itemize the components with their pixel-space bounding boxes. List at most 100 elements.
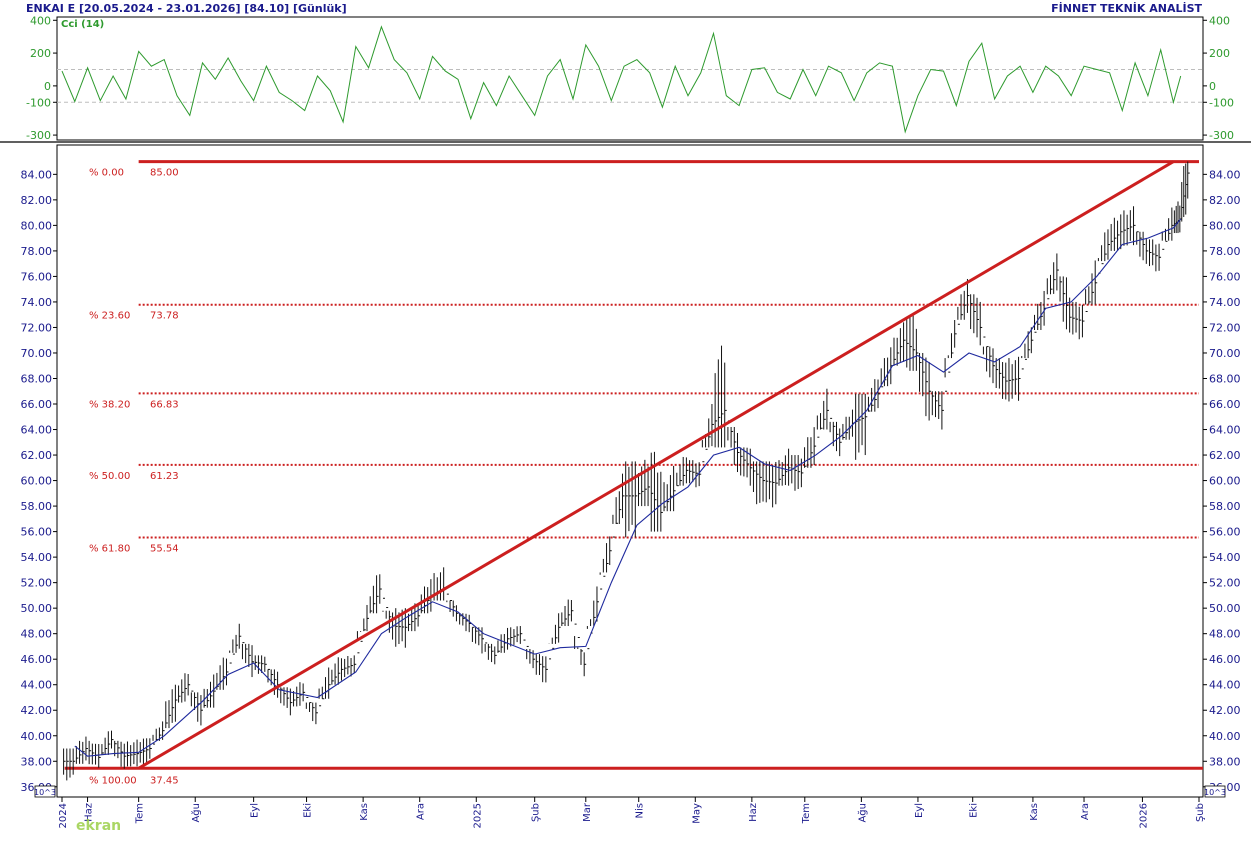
price-tick-label-left: 74.00 <box>21 296 53 309</box>
price-tick-label-left: 56.00 <box>21 526 53 539</box>
fib-level-value: 66.83 <box>150 399 179 410</box>
cci-tick-label-right: 200 <box>1209 47 1230 60</box>
price-tick-label-right: 70.00 <box>1209 347 1241 360</box>
x-axis-month-label: 2024 <box>58 803 69 828</box>
price-tick-label-left: 76.00 <box>21 270 53 283</box>
price-tick-label-right: 48.00 <box>1209 628 1241 641</box>
x-axis-month-label: Ara <box>1080 803 1091 820</box>
fib-level-percent: % 38.20 <box>89 399 130 410</box>
fib-level-percent: % 61.80 <box>89 543 130 554</box>
price-tick-label-left: 42.00 <box>21 704 53 717</box>
price-tick-label-right: 84.00 <box>1209 168 1241 181</box>
x-axis-month-label: Kas <box>359 803 370 821</box>
price-tick-label-right: 64.00 <box>1209 424 1241 437</box>
scale-note-left: 10^3 <box>34 788 56 797</box>
price-tick-label-left: 40.00 <box>21 730 53 743</box>
price-tick-label-left: 50.00 <box>21 602 53 615</box>
price-tick-label-right: 74.00 <box>1209 296 1241 309</box>
price-tick-label-left: 44.00 <box>21 679 53 692</box>
price-tick-label-right: 62.00 <box>1209 449 1241 462</box>
price-tick-label-right: 56.00 <box>1209 526 1241 539</box>
x-axis-month-label: Haz <box>84 803 95 822</box>
cci-series-line <box>61 25 1182 134</box>
price-tick-label-right: 50.00 <box>1209 602 1241 615</box>
price-tick-label-left: 60.00 <box>21 475 53 488</box>
price-tick-label-right: 40.00 <box>1209 730 1241 743</box>
price-tick-label-left: 54.00 <box>21 551 53 564</box>
price-tick-label-right: 38.00 <box>1209 755 1241 768</box>
x-axis-month-label: Haz <box>748 803 759 822</box>
scale-note-right-box <box>1204 785 1226 798</box>
x-axis-month-label: Kas <box>1029 803 1040 821</box>
x-axis-month-label: May <box>691 803 702 824</box>
cci-tick-label-left: 200 <box>30 47 51 60</box>
price-tick-label-right: 44.00 <box>1209 679 1241 692</box>
price-tick-label-left: 62.00 <box>21 449 53 462</box>
x-axis-month-label: 2026 <box>1138 803 1149 828</box>
x-axis-month-label: Şub <box>1195 803 1206 822</box>
cci-tick-label-right: 0 <box>1209 80 1216 93</box>
price-tick-label-right: 58.00 <box>1209 500 1241 513</box>
price-tick-label-left: 46.00 <box>21 653 53 666</box>
price-tick-label-right: 46.00 <box>1209 653 1241 666</box>
x-axis-month-label: Ağu <box>856 803 868 823</box>
price-tick-label-right: 54.00 <box>1209 551 1241 564</box>
price-tick-label-right: 80.00 <box>1209 219 1241 232</box>
price-tick-label-right: 52.00 <box>1209 577 1241 590</box>
price-tick-label-left: 52.00 <box>21 577 53 590</box>
fib-level-value: 55.54 <box>150 543 179 554</box>
price-panel-frame <box>56 144 1204 798</box>
scale-note-right: 10^3 <box>1204 788 1226 797</box>
fib-level-value: 37.45 <box>150 775 179 786</box>
x-axis-month-label: Tem <box>801 803 812 824</box>
chart-header-symbol: ENKAI E [20.05.2024 - 23.01.2026] [84.10… <box>26 2 347 15</box>
price-tick-label-left: 48.00 <box>21 628 53 641</box>
rising-trend-line <box>137 160 1175 770</box>
cci-tick-label-left: 0 <box>44 80 51 93</box>
x-axis-month-label: 2025 <box>472 803 483 828</box>
cci-tick-label-left: -100 <box>26 96 51 109</box>
fib-level-percent: % 0.00 <box>89 168 124 179</box>
x-axis-month-label: Nis <box>635 803 646 818</box>
fib-level-value: 61.23 <box>150 471 179 482</box>
chart-header-brand: FİNNET TEKNİK ANALİST <box>1051 2 1202 15</box>
price-tick-label-left: 82.00 <box>21 194 53 207</box>
x-axis-month-label: Tem <box>135 803 146 824</box>
x-axis-month-label: Mar <box>582 802 593 822</box>
price-tick-label-left: 66.00 <box>21 398 53 411</box>
price-tick-label-left: 84.00 <box>21 168 53 181</box>
price-tick-label-right: 72.00 <box>1209 321 1241 334</box>
price-tick-label-left: 70.00 <box>21 347 53 360</box>
price-tick-label-right: 82.00 <box>1209 194 1241 207</box>
cci-tick-label-left: 400 <box>30 14 51 27</box>
fib-level-percent: % 50.00 <box>89 471 130 482</box>
cci-panel-frame <box>56 16 1204 141</box>
fib-level-value: 85.00 <box>150 168 179 179</box>
price-tick-label-left: 58.00 <box>21 500 53 513</box>
x-axis-month-label: Ara <box>416 803 427 820</box>
x-axis-month-label: Şub <box>531 803 542 822</box>
price-tick-label-left: 80.00 <box>21 219 53 232</box>
price-tick-label-right: 60.00 <box>1209 475 1241 488</box>
x-axis-month-label: Ağu <box>190 803 202 823</box>
cci-tick-label-left: -300 <box>26 129 51 142</box>
cci-tick-label-right: -100 <box>1209 96 1234 109</box>
cci-tick-label-right: -300 <box>1209 129 1234 142</box>
fib-level-percent: % 23.60 <box>89 311 130 322</box>
x-axis-month-label: Eyl <box>914 803 925 818</box>
x-axis-month-label: Eki <box>303 803 314 818</box>
x-axis-month-label: Eyl <box>250 803 261 818</box>
price-tick-label-right: 42.00 <box>1209 704 1241 717</box>
moving-average-line <box>74 218 1182 757</box>
watermark-logo: ekran <box>76 818 122 834</box>
fib-level-value: 73.78 <box>150 311 179 322</box>
price-tick-label-left: 68.00 <box>21 372 53 385</box>
fib-level-percent: % 100.00 <box>89 775 137 786</box>
price-tick-label-right: 68.00 <box>1209 372 1241 385</box>
cci-legend: Cci (14) <box>61 19 104 30</box>
price-tick-label-left: 64.00 <box>21 424 53 437</box>
cci-tick-label-right: 400 <box>1209 14 1230 27</box>
price-tick-label-left: 38.00 <box>21 755 53 768</box>
